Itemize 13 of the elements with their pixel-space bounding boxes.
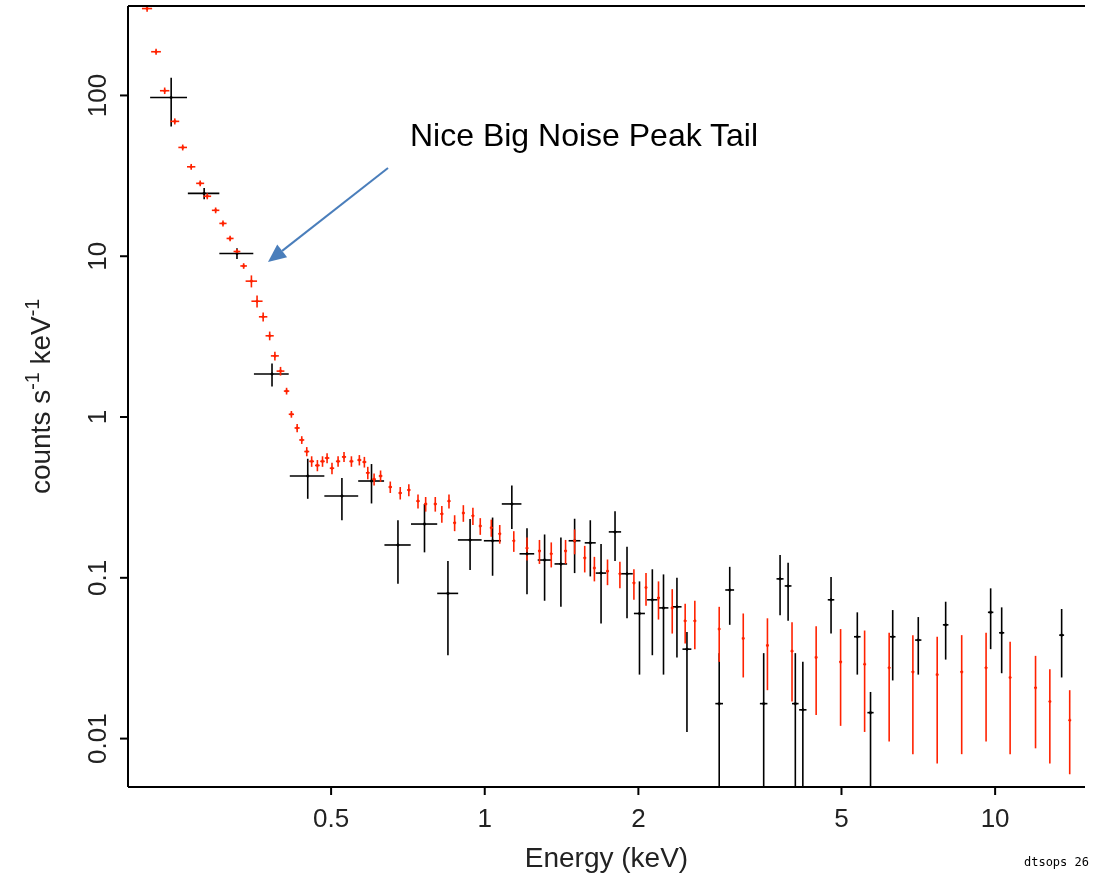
x-tick-label: 1 (477, 803, 492, 833)
x-axis-title: Energy (keV) (524, 842, 689, 873)
text: dtsops 26 (1023, 855, 1089, 869)
x-tick-label: 5 (834, 803, 849, 833)
y-tick-label: 10 (82, 241, 112, 271)
x-tick-label: 2 (631, 803, 646, 833)
y-tick-label: 100 (82, 73, 112, 118)
x-tick-label: 0.5 (313, 803, 350, 833)
y-tick-label: 1 (82, 409, 112, 425)
y-tick-label: 0.1 (82, 559, 112, 596)
y-tick-label: 0.01 (82, 713, 112, 764)
annotation: Nice Big Noise Peak Tail (410, 117, 759, 153)
x-tick-label: 10 (980, 803, 1010, 833)
